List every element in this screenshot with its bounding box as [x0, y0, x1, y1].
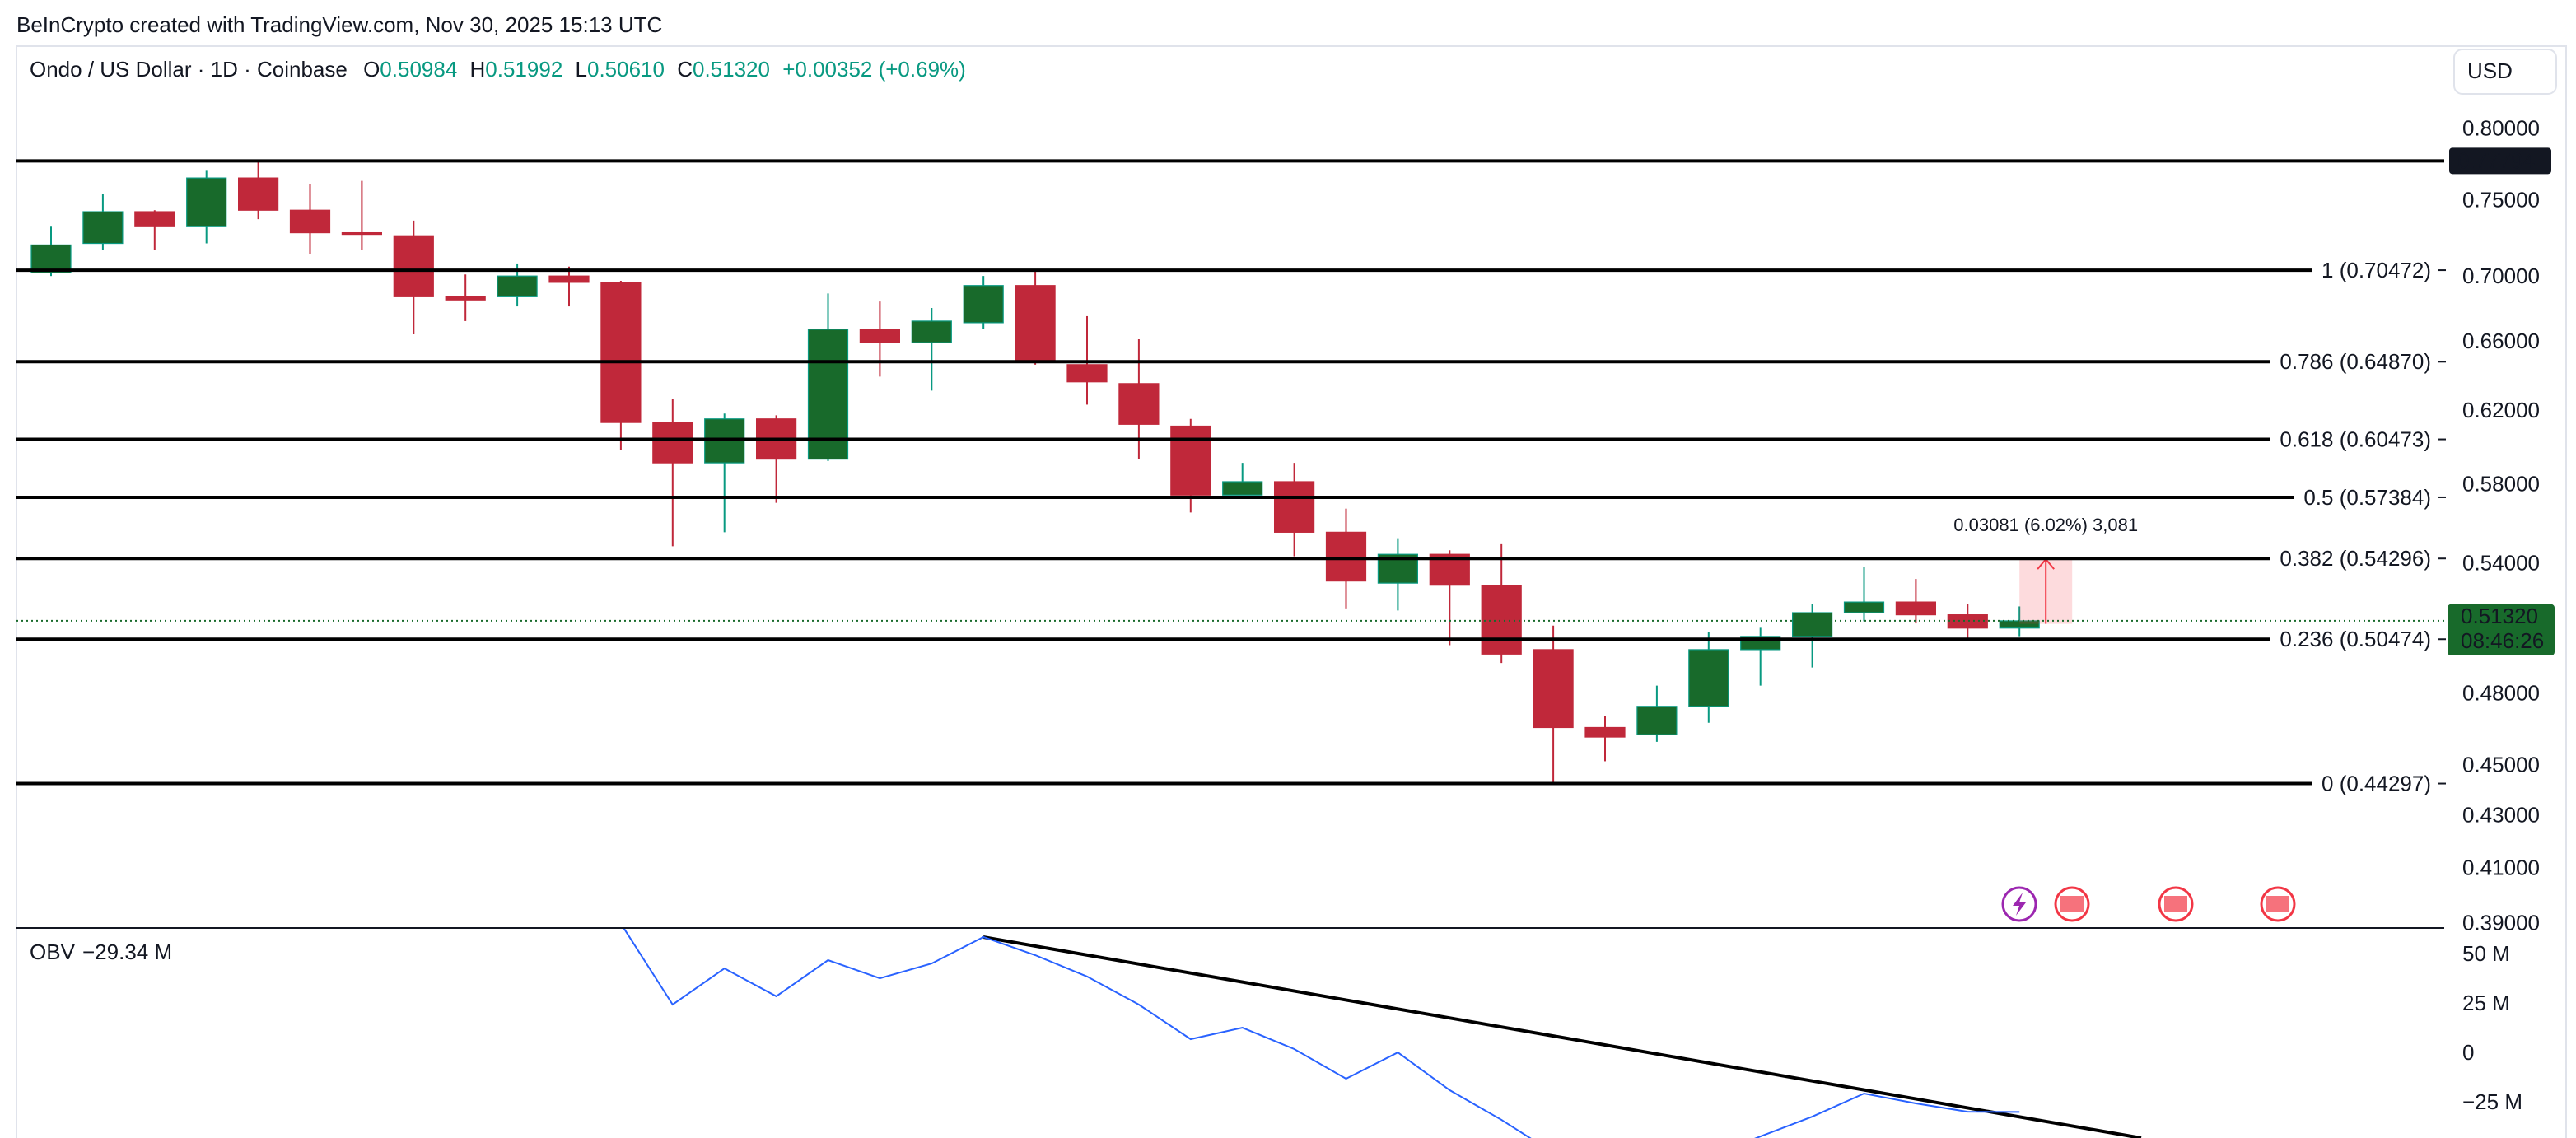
candle-body	[1015, 285, 1056, 362]
candle-body	[445, 296, 486, 301]
candle-body	[1947, 614, 1988, 629]
obv-line	[623, 929, 2020, 1138]
y-tick-label: 0.39000	[2462, 910, 2540, 935]
fib-label: 0.236 (0.50474)	[2280, 627, 2431, 651]
candle-body	[652, 422, 693, 464]
ohlc-key: O	[363, 57, 380, 82]
candle-body	[1325, 531, 1367, 582]
y-tick-label: 50 M	[2462, 941, 2510, 966]
candle-body	[1066, 364, 1108, 383]
ohlc-value: 0.50610	[587, 57, 665, 82]
ohlc-value: 0.51992	[485, 57, 562, 82]
candle-body	[1688, 649, 1729, 707]
candle-body	[1999, 620, 2040, 629]
candle-body	[497, 275, 538, 297]
candle-body	[548, 275, 590, 283]
candle-body	[1843, 601, 1885, 613]
y-tick-label: 0.80000	[2462, 116, 2540, 141]
candle-body	[393, 235, 434, 297]
candle-body	[1170, 425, 1211, 496]
fib-label: 0.5 (0.57384)	[2303, 485, 2431, 510]
candle-body	[1273, 481, 1315, 533]
y-tick-label: 0.62000	[2462, 398, 2540, 422]
y-tick-label: 0	[2462, 1040, 2474, 1065]
chart-title-row: Ondo / US Dollar · 1D · Coinbase O0.5098…	[30, 57, 966, 82]
candle-body	[238, 177, 279, 211]
ohlc-value: 0.51320	[693, 57, 770, 82]
event-icon	[2013, 893, 2026, 916]
fib-label: 1 (0.70472)	[2322, 258, 2431, 282]
ohlc-key: C	[677, 57, 693, 82]
candle-body	[186, 177, 227, 227]
candle-body	[82, 211, 124, 245]
indicator-value: −29.34 M	[82, 940, 172, 964]
ohlc-key: L	[576, 57, 587, 82]
fib-label: 0.786 (0.64870)	[2280, 349, 2431, 374]
fib-label: 0 (0.44297)	[2322, 771, 2431, 795]
y-tick-label: 0.43000	[2462, 802, 2540, 827]
event-icon	[2266, 896, 2289, 912]
ohlc-value: 0.50984	[380, 57, 457, 82]
countdown: 08:46:26	[2461, 628, 2544, 653]
candle-body	[1895, 601, 1936, 616]
indicator-title: OBV	[30, 940, 76, 964]
candle-body	[807, 329, 849, 460]
candle-body	[1533, 649, 1574, 729]
y-tick-label: 0.58000	[2462, 471, 2540, 496]
candle-body	[1481, 585, 1522, 655]
candle-body	[341, 231, 382, 236]
level-label-box	[2449, 147, 2551, 175]
candle-body	[289, 209, 331, 234]
candle-body	[1792, 612, 1833, 637]
chart-frame	[16, 45, 2567, 1138]
currency[interactable]: USD	[2467, 58, 2513, 83]
candle-body	[1222, 481, 1263, 496]
candle-body	[911, 320, 952, 343]
candle-body	[1636, 706, 1678, 735]
level-label: 0.77794	[2457, 148, 2535, 173]
candle-body	[134, 211, 175, 227]
candle-body	[600, 282, 642, 423]
y-tick-label: 0.54000	[2462, 550, 2540, 575]
fib-label: 0.382 (0.54296)	[2280, 546, 2431, 571]
y-tick-label: −25 M	[2462, 1089, 2522, 1114]
event-icon	[2164, 896, 2187, 912]
y-tick-label: 0.45000	[2462, 752, 2540, 777]
y-tick-label: 0.48000	[2462, 681, 2540, 706]
candle-body	[1584, 726, 1626, 738]
y-tick-label: 0.66000	[2462, 329, 2540, 353]
y-tick-label: 0.41000	[2462, 855, 2540, 879]
attribution: BeInCrypto created with TradingView.com,…	[16, 12, 662, 37]
chart-title: Ondo / US Dollar · 1D · Coinbase	[30, 57, 348, 82]
candle-body	[1118, 383, 1160, 425]
candle-body	[963, 285, 1004, 324]
y-tick-label: 25 M	[2462, 991, 2510, 1015]
y-tick-label: 0.70000	[2462, 264, 2540, 288]
ohlc-key: H	[470, 57, 486, 82]
last-price-box	[2448, 604, 2555, 655]
last-price-label: 0.51320	[2461, 604, 2538, 628]
candle-body	[30, 244, 72, 273]
candle-body	[859, 329, 901, 343]
trend-line	[982, 935, 2142, 1138]
event-icons	[2001, 886, 2296, 922]
measure-label: 0.03081 (6.02%) 3,081	[1953, 515, 2138, 535]
currency-button[interactable]	[2453, 49, 2557, 95]
fib-label: 0.618 (0.60473)	[2280, 427, 2431, 451]
change: +0.00352 (+0.69%)	[782, 57, 966, 82]
event-icon	[2060, 896, 2084, 912]
y-tick-label: 0.75000	[2462, 187, 2540, 212]
